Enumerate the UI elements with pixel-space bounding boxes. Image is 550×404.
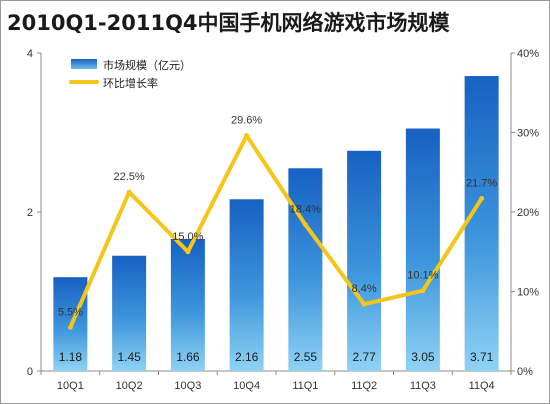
- growth-rate-point: [185, 249, 191, 255]
- x-tick-label: 10Q2: [116, 380, 143, 392]
- growth-rate-label: 5.5%: [58, 306, 83, 318]
- growth-rate-label: 18.4%: [290, 204, 321, 216]
- growth-rate-label: 21.7%: [466, 177, 497, 189]
- y-left-tick-label: 0: [27, 366, 33, 378]
- bar-11Q1: [288, 168, 323, 371]
- legend-line-label: 环比增长率: [103, 76, 158, 90]
- growth-rate-label: 10.1%: [407, 270, 438, 282]
- growth-rate-point: [244, 133, 250, 139]
- growth-rate-label: 15.0%: [172, 231, 203, 243]
- growth-rate-point: [361, 301, 367, 307]
- y-left-tick-label: 2: [27, 207, 33, 219]
- chart-title: 2010Q1-2011Q4中国手机网络游戏市场规模: [7, 11, 450, 35]
- bar-11Q4: [464, 76, 499, 372]
- bar-10Q2: [112, 255, 147, 371]
- legend-bar-label: 市场规模（亿元）: [103, 58, 191, 72]
- growth-rate-label: 8.4%: [352, 283, 377, 295]
- bar-value-label: 2.55: [294, 350, 318, 364]
- y-right-tick-label: 10%: [517, 287, 539, 299]
- bar-value-label: 3.71: [470, 350, 494, 364]
- y-right-tick-label: 20%: [517, 207, 539, 219]
- x-tick-label: 11Q2: [351, 380, 377, 392]
- growth-rate-line: [68, 133, 484, 330]
- x-tick-label: 11Q4: [469, 380, 495, 392]
- bar-10Q4: [229, 199, 264, 371]
- growth-rate-label: 29.6%: [231, 115, 262, 127]
- growth-rate-point: [302, 222, 308, 228]
- y-right-tick-label: 30%: [517, 128, 539, 140]
- x-tick-label: 10Q3: [174, 380, 201, 392]
- y-right-tick-label: 40%: [517, 48, 539, 60]
- bar-value-label: 1.45: [117, 350, 141, 364]
- y-right-tick-label: 0%: [517, 366, 533, 378]
- bar-value-label: 2.16: [235, 350, 259, 364]
- legend-bar-swatch: [71, 59, 97, 69]
- bar-value-label: 3.05: [411, 350, 435, 364]
- x-tick-label: 10Q4: [233, 380, 260, 392]
- growth-rate-point: [420, 288, 426, 294]
- growth-rate-label: 22.5%: [114, 171, 145, 183]
- y-left-tick-label: 4: [27, 48, 33, 60]
- growth-rate-point: [479, 195, 485, 201]
- bar-10Q3: [170, 239, 205, 371]
- bar-value-label: 1.66: [176, 350, 200, 364]
- bar-11Q3: [405, 128, 440, 371]
- bar-value-label: 2.77: [352, 350, 376, 364]
- growth-rate-point: [67, 324, 73, 330]
- growth-rate-point: [126, 189, 132, 195]
- bar-value-label: 1.18: [59, 350, 83, 364]
- x-tick-label: 11Q3: [410, 380, 436, 392]
- bar-11Q2: [347, 150, 382, 371]
- x-tick-label: 11Q1: [292, 380, 318, 392]
- x-tick-label: 10Q1: [57, 380, 84, 392]
